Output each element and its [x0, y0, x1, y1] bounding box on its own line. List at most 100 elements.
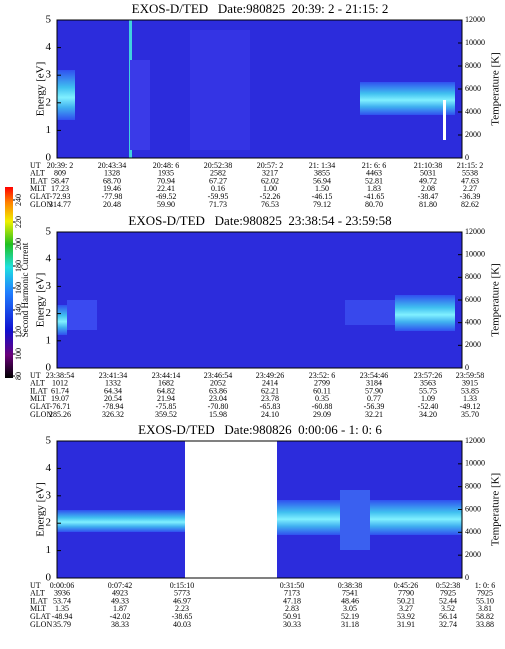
y-tick-label: 3 [46, 69, 52, 81]
ephemeris-value: -56.39 [364, 402, 385, 411]
ephemeris-value: 809 [54, 169, 66, 178]
ephemeris-value: 3.05 [343, 604, 357, 613]
ephemeris-value: 20:43:34 [98, 161, 126, 170]
ephemeris-label: GLAT [30, 192, 51, 201]
y-tick-label: 5 [46, 435, 52, 447]
ephemeris-value: 23:59:58 [456, 371, 484, 380]
ephemeris-value: 326.32 [102, 410, 124, 419]
colorbar-tick-label: 120 [14, 326, 23, 338]
ephemeris-value: 2414 [262, 379, 278, 388]
ephemeris-value: 0.16 [211, 184, 225, 193]
panel-title: EXOS-D/TED Date:980826 0:00:06 - 1: 0: 6 [138, 422, 382, 437]
y-axis-label: Energy [eV] [35, 273, 47, 327]
ephemeris-value: 21:15: 2 [457, 161, 483, 170]
ephemeris-value: -77.98 [102, 192, 123, 201]
ephemeris-value: -38.47 [418, 192, 439, 201]
ephemeris-value: 0:45:26 [394, 581, 418, 590]
ephemeris-value: 19.46 [103, 184, 121, 193]
ephemeris-value: 60.11 [313, 386, 331, 395]
ephemeris-value: 23:38:54 [46, 371, 74, 380]
y-tick-label: 1 [46, 544, 52, 556]
ephemeris-value: 0.77 [367, 394, 381, 403]
ephemeris-value: 68.70 [103, 176, 121, 185]
y-tick-label: 1 [46, 334, 52, 346]
y2-tick-label: 12000 [465, 436, 485, 445]
y2-tick-label: 4000 [465, 317, 481, 326]
y2-axis-label: Temperature [K] [490, 263, 502, 336]
colorbar-tick-label: 160 [14, 282, 23, 294]
ephemeris-value: 7173 [284, 589, 300, 598]
ephemeris-value: 56.94 [313, 176, 331, 185]
ephemeris-value: 55.10 [476, 596, 494, 605]
y2-tick-label: 8000 [465, 272, 481, 281]
ephemeris-value: 24.10 [261, 410, 279, 419]
ephemeris-value: 0:31:50 [280, 581, 304, 590]
ephemeris-value: 20.48 [103, 200, 121, 209]
ephemeris-value: 52.19 [341, 612, 359, 621]
colorbar-tick-label: 140 [14, 304, 23, 316]
y2-tick-label: 2000 [465, 130, 481, 139]
ephemeris-value: 38.33 [111, 620, 129, 629]
ephemeris-value: -72.93 [50, 192, 71, 201]
ephemeris-value: 59.90 [157, 200, 175, 209]
ephemeris-value: -42.02 [110, 612, 131, 621]
colorbar-tick-label: 80 [14, 372, 23, 380]
ephemeris-value: 3915 [462, 379, 478, 388]
ephemeris-value: 48.46 [341, 596, 359, 605]
y2-tick-label: 8000 [465, 481, 481, 490]
ephemeris-value: 3.81 [478, 604, 492, 613]
y2-tick-label: 0 [465, 153, 469, 162]
ephemeris-value: 1682 [158, 379, 174, 388]
y2-tick-label: 10000 [465, 38, 485, 47]
colorbar-tick-label: 100 [14, 348, 23, 360]
ephemeris-value: 20:57: 2 [257, 161, 283, 170]
ephemeris-value: 71.73 [209, 200, 227, 209]
ephemeris-value: -52.26 [260, 192, 281, 201]
ephemeris-value: 359.52 [155, 410, 177, 419]
ephemeris-value: 64.82 [157, 386, 175, 395]
ephemeris-value: 21: 1:34 [309, 161, 335, 170]
ephemeris-value: 1012 [52, 379, 68, 388]
ephemeris-value: 31.91 [397, 620, 415, 629]
y2-tick-label: 0 [465, 363, 469, 372]
ephemeris-value: 1.83 [367, 184, 381, 193]
ephemeris-value: 15.98 [209, 410, 227, 419]
ephemeris-label: MLT [30, 604, 46, 613]
ephemeris-value: 82.62 [461, 200, 479, 209]
ephemeris-value: 62.02 [261, 176, 279, 185]
spectrogram-feature [57, 70, 75, 120]
ephemeris-value: 76.53 [261, 200, 279, 209]
ephemeris-value: 3.52 [441, 604, 455, 613]
y-tick-label: 2 [46, 517, 52, 529]
y-tick-label: 3 [46, 489, 52, 501]
ephemeris-value: 3184 [366, 379, 382, 388]
ephemeris-value: 49.72 [419, 176, 437, 185]
spectrogram-feature [130, 60, 150, 150]
y2-tick-label: 6000 [465, 84, 481, 93]
ephemeris-value: 3936 [54, 589, 70, 598]
ephemeris-value: 23:44:14 [152, 371, 180, 380]
y-tick-label: 4 [46, 41, 52, 53]
panel-title: EXOS-D/TED Date:980825 20:39: 2 - 21:15:… [132, 1, 389, 16]
ephemeris-value: 2799 [314, 379, 330, 388]
ephemeris-value: 7790 [398, 589, 414, 598]
y2-tick-label: 12000 [465, 15, 485, 24]
y-tick-label: 5 [46, 226, 52, 238]
ephemeris-value: -60.88 [312, 402, 333, 411]
ephemeris-value: 1.33 [463, 394, 477, 403]
ephemeris-value: -69.52 [156, 192, 177, 201]
ephemeris-value: 3.27 [399, 604, 413, 613]
ephemeris-label: GLON [30, 620, 52, 629]
ephemeris-value: -78.94 [103, 402, 124, 411]
ephemeris-value: 79.12 [313, 200, 331, 209]
y-tick-label: 0 [46, 152, 52, 164]
y-tick-label: 4 [46, 462, 52, 474]
ephemeris-value: 3217 [262, 169, 278, 178]
ephemeris-label: GLON [30, 410, 52, 419]
ephemeris-value: 32.74 [439, 620, 457, 629]
ephemeris-value: -75.85 [156, 402, 177, 411]
ephemeris-value: 23:46:54 [204, 371, 232, 380]
ephemeris-value: 1332 [105, 379, 121, 388]
ephemeris-value: 1328 [104, 169, 120, 178]
